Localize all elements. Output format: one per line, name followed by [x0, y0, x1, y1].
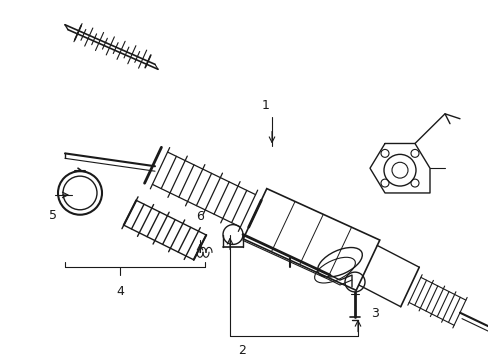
Text: 2: 2 — [238, 345, 245, 357]
Text: 5: 5 — [49, 209, 57, 222]
Text: 1: 1 — [262, 99, 269, 112]
Text: 4: 4 — [116, 285, 123, 298]
Text: 3: 3 — [370, 307, 378, 320]
Text: 6: 6 — [196, 210, 203, 222]
Polygon shape — [243, 189, 379, 290]
